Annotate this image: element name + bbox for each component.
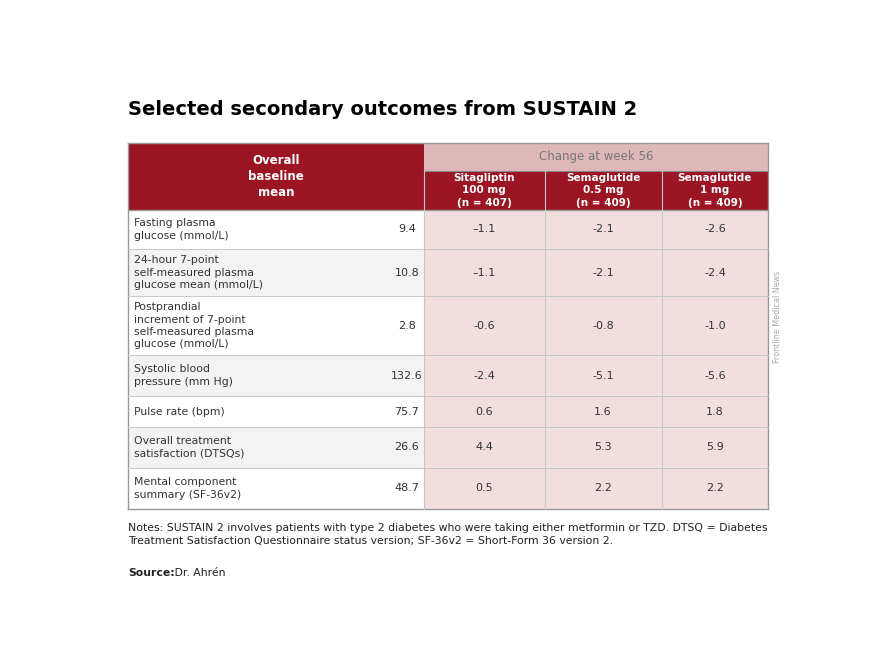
Text: Systolic blood
pressure (mm Hg): Systolic blood pressure (mm Hg) [134, 364, 233, 387]
Text: -5.1: -5.1 [592, 371, 614, 380]
Bar [128, 210, 424, 249]
Bar [128, 143, 424, 210]
Text: -1.0: -1.0 [704, 321, 725, 330]
Text: Semaglutide
0.5 mg
(n = 409): Semaglutide 0.5 mg (n = 409) [566, 173, 640, 208]
Text: 4.4: 4.4 [475, 443, 494, 452]
Text: -0.6: -0.6 [473, 321, 496, 330]
Bar [128, 396, 424, 427]
Text: 10.8: 10.8 [394, 268, 419, 277]
Text: Fasting plasma
glucose (mmol/L): Fasting plasma glucose (mmol/L) [134, 218, 228, 240]
Text: 0.6: 0.6 [476, 406, 493, 417]
Text: -5.6: -5.6 [704, 371, 725, 380]
Bar [128, 249, 424, 296]
Text: –1.1: –1.1 [472, 268, 496, 277]
Text: -2.4: -2.4 [704, 268, 725, 277]
Text: Overall treatment
satisfaction (DTSQs): Overall treatment satisfaction (DTSQs) [134, 436, 244, 459]
Bar [424, 396, 768, 427]
Text: 5.9: 5.9 [706, 443, 724, 452]
Bar [128, 355, 424, 396]
Bar [128, 427, 424, 468]
Text: -0.8: -0.8 [592, 321, 614, 330]
Text: -2.6: -2.6 [704, 224, 725, 235]
Text: 48.7: 48.7 [394, 483, 419, 493]
Text: 132.6: 132.6 [391, 371, 423, 380]
Text: Postprandial
increment of 7-point
self-measured plasma
glucose (mmol/L): Postprandial increment of 7-point self-m… [134, 302, 254, 349]
Text: Semaglutide
1 mg
(n = 409): Semaglutide 1 mg (n = 409) [678, 173, 752, 208]
Text: 9.4: 9.4 [398, 224, 416, 235]
Text: Notes: SUSTAIN 2 involves patients with type 2 diabetes who were taking either m: Notes: SUSTAIN 2 involves patients with … [128, 523, 768, 546]
Text: 2.2: 2.2 [706, 483, 724, 493]
Text: –1.1: –1.1 [472, 224, 496, 235]
Bar [424, 427, 768, 468]
Text: Overall
baseline
mean: Overall baseline mean [249, 154, 304, 199]
Text: -2.1: -2.1 [592, 224, 614, 235]
Text: 24-hour 7-point
self-measured plasma
glucose mean (mmol/L): 24-hour 7-point self-measured plasma glu… [134, 255, 263, 290]
Bar [424, 355, 768, 396]
Bar [424, 468, 768, 509]
Bar [424, 249, 768, 296]
Text: Dr. Ahrén: Dr. Ahrén [170, 568, 226, 578]
Text: 0.5: 0.5 [476, 483, 493, 493]
Bar [424, 210, 768, 249]
Text: Source:: Source: [128, 568, 175, 578]
Bar [424, 143, 768, 171]
Text: Frontline Medical News: Frontline Medical News [773, 271, 781, 364]
Text: 2.2: 2.2 [594, 483, 612, 493]
Bar [128, 296, 424, 355]
Text: 5.3: 5.3 [594, 443, 612, 452]
Text: 1.8: 1.8 [706, 406, 724, 417]
Text: Selected secondary outcomes from SUSTAIN 2: Selected secondary outcomes from SUSTAIN… [128, 100, 638, 119]
Text: 2.8: 2.8 [398, 321, 416, 330]
Text: Pulse rate (bpm): Pulse rate (bpm) [134, 406, 225, 417]
Text: Sitagliptin
100 mg
(n = 407): Sitagliptin 100 mg (n = 407) [454, 173, 515, 208]
Text: Change at week 56: Change at week 56 [539, 150, 654, 163]
Text: 1.6: 1.6 [594, 406, 612, 417]
Text: 26.6: 26.6 [394, 443, 419, 452]
Bar [424, 296, 768, 355]
Text: Mental component
summary (SF-36v2): Mental component summary (SF-36v2) [134, 477, 241, 500]
Text: 75.7: 75.7 [394, 406, 419, 417]
Bar [424, 171, 768, 210]
Text: -2.4: -2.4 [473, 371, 496, 380]
Text: -2.1: -2.1 [592, 268, 614, 277]
Bar [128, 468, 424, 509]
